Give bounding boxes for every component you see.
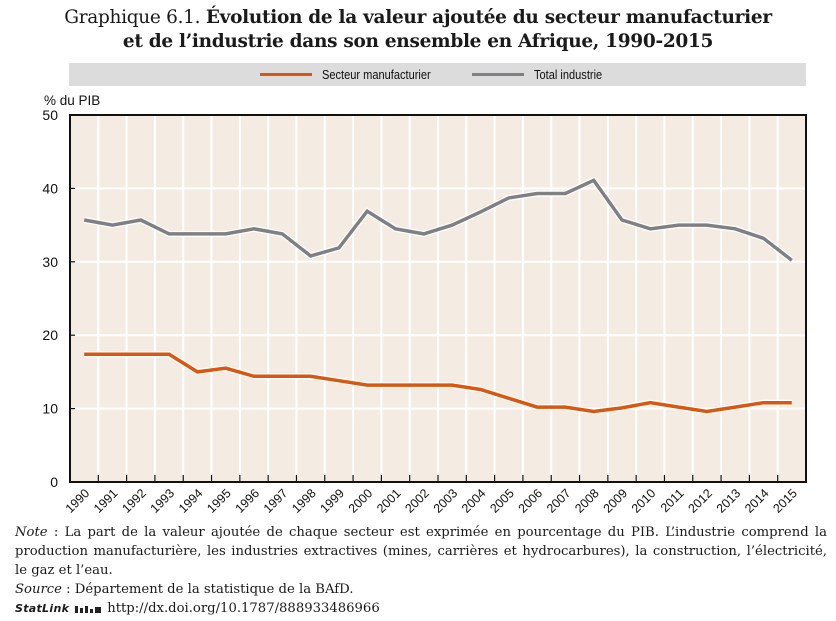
legend-label-industry: Total industrie [534, 67, 603, 82]
x-tick-label: 2002 [402, 486, 432, 516]
x-tick-label: 1998 [289, 486, 319, 516]
note-text: : La part de la valeur ajoutée de chaque… [15, 525, 827, 578]
x-tick-label: 2001 [374, 486, 404, 516]
x-tick-label: 2007 [544, 486, 574, 516]
legend-swatch-manufacturing [260, 73, 313, 76]
figure-number: Graphique 6.1. [64, 7, 201, 28]
statlink-logo-icon [75, 604, 102, 614]
source-text: : Département de la statistique de la BA… [61, 582, 354, 597]
y-tick-label: 0 [50, 474, 58, 490]
x-tick-label: 2005 [487, 486, 517, 516]
statlink-row: StatLink http://dx.doi.org/10.1787/88893… [15, 599, 827, 618]
series-line-manufacturing [84, 352, 792, 414]
gridlines [70, 115, 806, 482]
y-tick-label: 30 [42, 254, 58, 270]
legend-label-manufacturing: Secteur manufacturier [322, 67, 432, 82]
x-tick-label: 1990 [63, 486, 93, 516]
x-tick-label: 2011 [658, 486, 687, 515]
legend-item-manufacturing: Secteur manufacturier [260, 67, 450, 82]
x-tick-label: 1994 [176, 486, 206, 516]
legend-item-industry: Total industrie [472, 67, 614, 82]
series-lines [83, 176, 794, 415]
x-tick-label: 2006 [516, 486, 546, 516]
series-line-industry [83, 178, 793, 262]
y-axis: 0 10 20 30 40 50 [42, 107, 75, 490]
statlink-url-link[interactable]: http://dx.doi.org/10.1787/888933486966 [107, 601, 380, 616]
x-tick-label: 2003 [431, 486, 461, 516]
source-paragraph: Source : Département de la statistique d… [15, 580, 827, 599]
x-tick-label: 2004 [459, 486, 489, 516]
x-tick-label: 2000 [346, 486, 376, 516]
x-tick-label: 2009 [601, 486, 631, 516]
x-tick-label: 1993 [148, 486, 178, 516]
x-tick-label: 2010 [629, 486, 659, 516]
statlink-label: StatLink [15, 602, 70, 615]
source-label: Source [15, 582, 62, 597]
y-axis-label: % du PIB [44, 93, 100, 108]
x-tick-label: 2014 [742, 486, 772, 516]
title-line-1: Évolution de la valeur ajoutée du secteu… [205, 7, 772, 28]
y-tick-label: 50 [42, 107, 58, 123]
y-tick-label: 10 [42, 401, 58, 417]
x-tick-label: 1992 [119, 486, 149, 516]
note-paragraph: Note : La part de la valeur ajoutée de c… [15, 523, 827, 580]
x-tick-label: 2015 [770, 486, 800, 516]
x-tick-label: 2012 [685, 486, 715, 516]
x-tick-label: 2013 [714, 486, 744, 516]
x-tick-label: 1995 [204, 486, 234, 516]
legend: Secteur manufacturier Total industrie [69, 63, 806, 86]
x-tick-label: 2008 [572, 486, 602, 516]
x-tick-label: 1991 [91, 486, 121, 516]
x-tick-label: 1997 [261, 486, 291, 516]
y-tick-label: 20 [42, 327, 58, 343]
note-label: Note [15, 525, 48, 540]
title-line-2: et de l’industrie dans son ensemble en A… [122, 31, 714, 52]
y-tick-label: 40 [42, 180, 58, 196]
chart-title: Graphique 6.1. Évolution de la valeur aj… [0, 6, 836, 54]
x-tick-label: 1996 [233, 486, 263, 516]
legend-swatch-industry [472, 73, 525, 76]
notes: Note : La part de la valeur ajoutée de c… [15, 523, 827, 618]
x-tick-label: 1999 [317, 486, 347, 516]
